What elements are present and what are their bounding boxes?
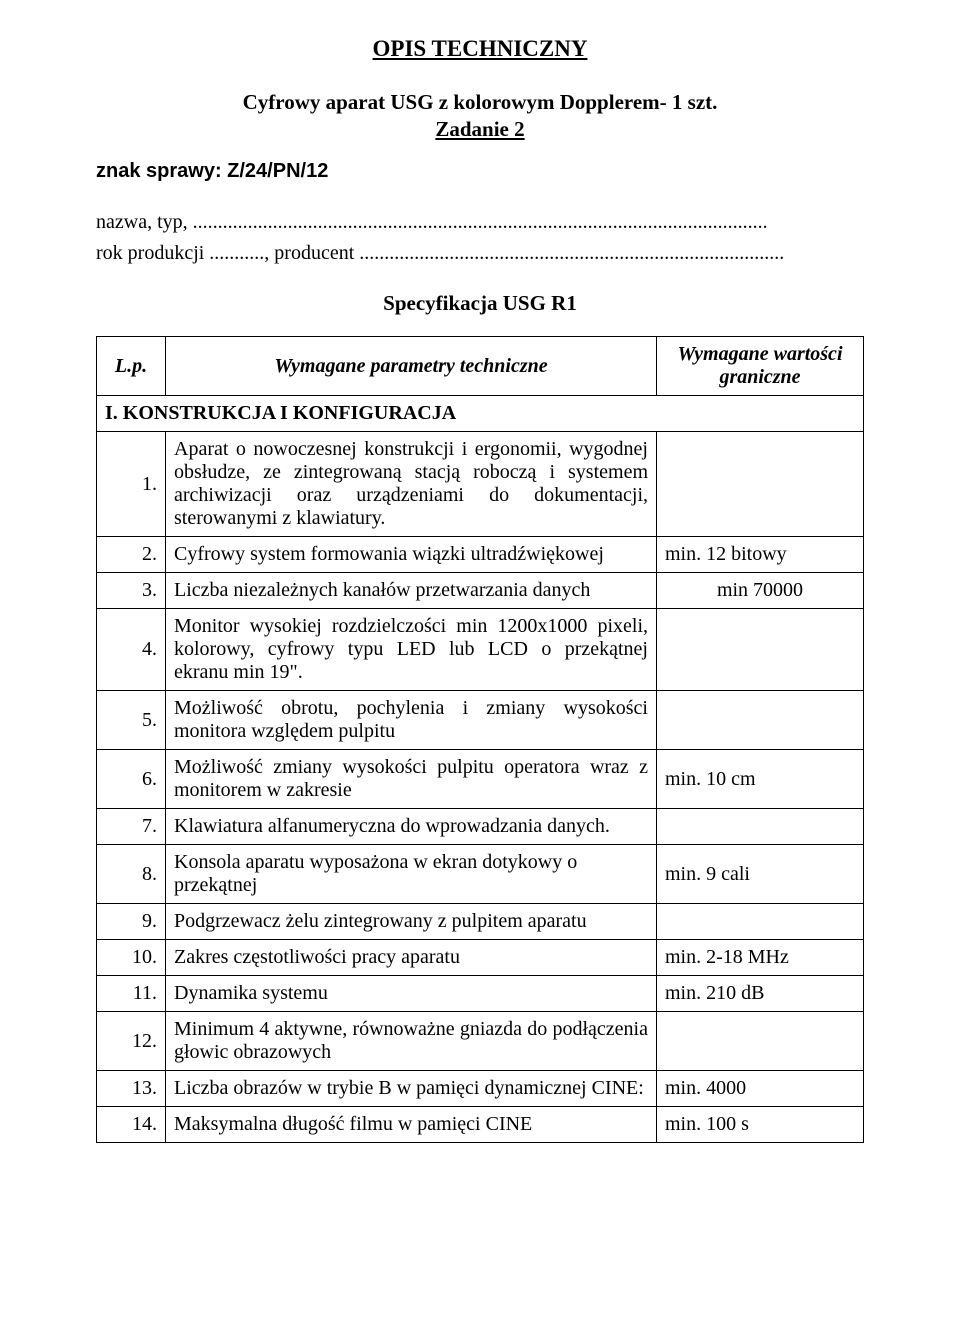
table-row: 3. Liczba niezależnych kanałów przetwarz… <box>97 573 864 609</box>
header-lp: L.p. <box>97 337 166 396</box>
row-req: min 70000 <box>657 573 864 609</box>
row-num: 3. <box>97 573 166 609</box>
row-req: min. 12 bitowy <box>657 537 864 573</box>
row-num: 9. <box>97 904 166 940</box>
row-text: Zakres częstotliwości pracy aparatu <box>166 940 657 976</box>
subtitle: Cyfrowy aparat USG z kolorowym Dopplerem… <box>96 90 864 115</box>
table-row: 6. Możliwość zmiany wysokości pulpitu op… <box>97 750 864 809</box>
table-row: 11. Dynamika systemu min. 210 dB <box>97 976 864 1012</box>
row-num: 12. <box>97 1012 166 1071</box>
row-num: 1. <box>97 432 166 537</box>
table-row: 9. Podgrzewacz żelu zintegrowany z pulpi… <box>97 904 864 940</box>
table-row: 5. Możliwość obrotu, pochylenia i zmiany… <box>97 691 864 750</box>
table-row: 14. Maksymalna długość filmu w pamięci C… <box>97 1107 864 1143</box>
table-row: 10. Zakres częstotliwości pracy aparatu … <box>97 940 864 976</box>
row-num: 5. <box>97 691 166 750</box>
row-req: min. 9 cali <box>657 845 864 904</box>
case-label: znak sprawy: Z/24/PN/12 <box>96 160 864 183</box>
row-req: min. 10 cm <box>657 750 864 809</box>
spec-heading: Specyfikacja USG R1 <box>96 291 864 316</box>
row-req <box>657 904 864 940</box>
row-req: min. 210 dB <box>657 976 864 1012</box>
row-req: min. 100 s <box>657 1107 864 1143</box>
name-type-line: nazwa, typ, ............................… <box>96 211 864 234</box>
table-row: 8. Konsola aparatu wyposażona w ekran do… <box>97 845 864 904</box>
row-text: Maksymalna długość filmu w pamięci CINE <box>166 1107 657 1143</box>
row-req <box>657 1012 864 1071</box>
section-row: I. KONSTRUKCJA I KONFIGURACJA <box>97 396 864 432</box>
row-text: Podgrzewacz żelu zintegrowany z pulpitem… <box>166 904 657 940</box>
section-title: I. KONSTRUKCJA I KONFIGURACJA <box>97 396 864 432</box>
row-num: 8. <box>97 845 166 904</box>
row-num: 11. <box>97 976 166 1012</box>
header-req: Wymagane wartości graniczne <box>657 337 864 396</box>
row-text: Możliwość zmiany wysokości pulpitu opera… <box>166 750 657 809</box>
row-num: 6. <box>97 750 166 809</box>
row-num: 7. <box>97 809 166 845</box>
row-req: min. 4000 <box>657 1071 864 1107</box>
task-heading: Zadanie 2 <box>96 117 864 142</box>
spec-table: L.p. Wymagane parametry techniczne Wymag… <box>96 336 864 1143</box>
table-row: 13. Liczba obrazów w trybie B w pamięci … <box>97 1071 864 1107</box>
row-text: Minimum 4 aktywne, równoważne gniazda do… <box>166 1012 657 1071</box>
row-text: Konsola aparatu wyposażona w ekran dotyk… <box>166 845 657 904</box>
doc-title: OPIS TECHNICZNY <box>96 36 864 62</box>
row-req <box>657 691 864 750</box>
production-line: rok produkcji ..........., producent ...… <box>96 242 864 265</box>
row-req: min. 2-18 MHz <box>657 940 864 976</box>
row-num: 10. <box>97 940 166 976</box>
table-row: 4. Monitor wysokiej rozdzielczości min 1… <box>97 609 864 691</box>
row-num: 2. <box>97 537 166 573</box>
row-req <box>657 609 864 691</box>
header-param: Wymagane parametry techniczne <box>166 337 657 396</box>
table-row: 2. Cyfrowy system formowania wiązki ultr… <box>97 537 864 573</box>
table-header-row: L.p. Wymagane parametry techniczne Wymag… <box>97 337 864 396</box>
row-req <box>657 809 864 845</box>
row-text: Liczba niezależnych kanałów przetwarzani… <box>166 573 657 609</box>
row-num: 14. <box>97 1107 166 1143</box>
row-text: Dynamika systemu <box>166 976 657 1012</box>
page: OPIS TECHNICZNY Cyfrowy aparat USG z kol… <box>0 0 960 1183</box>
table-row: 1. Aparat o nowoczesnej konstrukcji i er… <box>97 432 864 537</box>
row-text: Monitor wysokiej rozdzielczości min 1200… <box>166 609 657 691</box>
table-row: 7. Klawiatura alfanumeryczna do wprowadz… <box>97 809 864 845</box>
row-req <box>657 432 864 537</box>
row-text: Aparat o nowoczesnej konstrukcji i ergon… <box>166 432 657 537</box>
row-num: 4. <box>97 609 166 691</box>
row-text: Liczba obrazów w trybie B w pamięci dyna… <box>166 1071 657 1107</box>
row-text: Klawiatura alfanumeryczna do wprowadzani… <box>166 809 657 845</box>
row-text: Cyfrowy system formowania wiązki ultradź… <box>166 537 657 573</box>
table-row: 12. Minimum 4 aktywne, równoważne gniazd… <box>97 1012 864 1071</box>
row-text: Możliwość obrotu, pochylenia i zmiany wy… <box>166 691 657 750</box>
row-num: 13. <box>97 1071 166 1107</box>
